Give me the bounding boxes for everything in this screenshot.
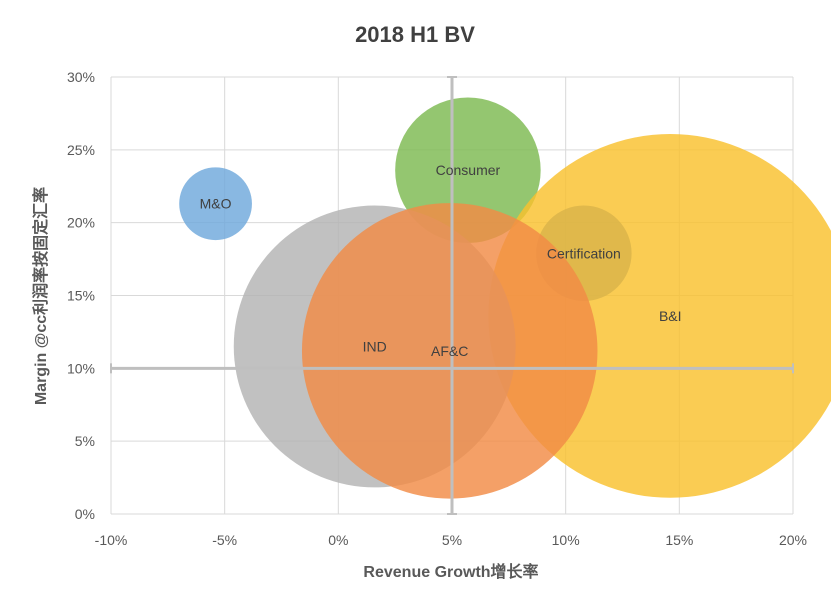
y-tick-label: 20%	[67, 215, 95, 231]
x-tick-label: 10%	[552, 532, 580, 548]
bubble-af-c	[301, 203, 598, 499]
x-tick-label: 15%	[665, 532, 693, 548]
tick-labels: -10% -5% 0% 5% 10% 15% 20% 0% 5% 10% 15% 20% 25% 30%	[67, 69, 807, 548]
y-tick-label: 25%	[67, 142, 95, 158]
bubble-label: B&I	[659, 308, 682, 324]
crosshair-lines	[110, 76, 794, 515]
x-tick-label: 0%	[328, 532, 348, 548]
x-axis-label: Revenue Growth增长率	[363, 562, 538, 581]
y-tick-label: 10%	[67, 360, 95, 376]
y-tick-label: 30%	[67, 69, 95, 85]
bubble-label: M&O	[200, 196, 232, 212]
x-tick-label: -10%	[95, 532, 128, 548]
bubbles	[179, 97, 831, 499]
x-tick-label: 20%	[779, 532, 807, 548]
bubble-label: IND	[363, 338, 387, 354]
y-axis-label: Margin @cc利润率按固定汇率	[31, 187, 50, 405]
bubble-m-o	[179, 167, 252, 241]
y-tick-label: 15%	[67, 288, 95, 304]
x-tick-label: 5%	[442, 532, 462, 548]
bubble-label: AF&C	[431, 343, 468, 359]
y-tick-label: 5%	[75, 433, 95, 449]
bubble-labels: M&O Consumer Certification B&I IND AF&C	[200, 162, 682, 359]
y-tick-label: 0%	[75, 506, 95, 522]
bubble-label: Consumer	[436, 162, 501, 178]
bubble-label: Certification	[547, 245, 621, 261]
x-tick-label: -5%	[212, 532, 237, 548]
chart-title: 2018 H1 BV	[355, 22, 475, 47]
